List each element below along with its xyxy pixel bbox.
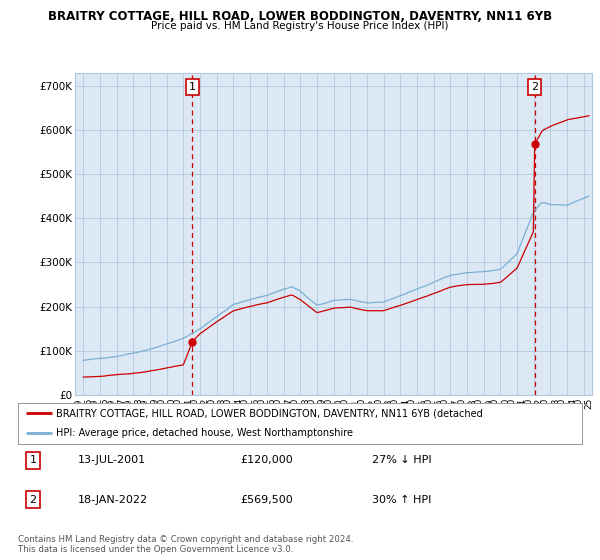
Text: 30% ↑ HPI: 30% ↑ HPI [372, 494, 431, 505]
Text: BRAITRY COTTAGE, HILL ROAD, LOWER BODDINGTON, DAVENTRY, NN11 6YB: BRAITRY COTTAGE, HILL ROAD, LOWER BODDIN… [48, 10, 552, 23]
Text: 18-JAN-2022: 18-JAN-2022 [78, 494, 148, 505]
Text: BRAITRY COTTAGE, HILL ROAD, LOWER BODDINGTON, DAVENTRY, NN11 6YB (detached: BRAITRY COTTAGE, HILL ROAD, LOWER BODDIN… [56, 408, 483, 418]
Text: 13-JUL-2001: 13-JUL-2001 [78, 455, 146, 465]
Text: 27% ↓ HPI: 27% ↓ HPI [372, 455, 431, 465]
Text: 1: 1 [189, 82, 196, 92]
Text: 1: 1 [29, 455, 37, 465]
Text: Contains HM Land Registry data © Crown copyright and database right 2024.
This d: Contains HM Land Registry data © Crown c… [18, 535, 353, 554]
Text: Price paid vs. HM Land Registry's House Price Index (HPI): Price paid vs. HM Land Registry's House … [151, 21, 449, 31]
Text: £569,500: £569,500 [240, 494, 293, 505]
Text: £120,000: £120,000 [240, 455, 293, 465]
Text: 2: 2 [531, 82, 538, 92]
Text: HPI: Average price, detached house, West Northamptonshire: HPI: Average price, detached house, West… [56, 428, 353, 438]
Text: 2: 2 [29, 494, 37, 505]
